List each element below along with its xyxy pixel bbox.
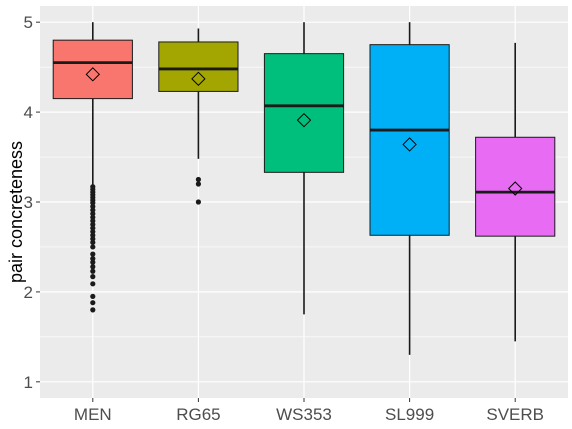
outlier-point bbox=[90, 307, 96, 313]
outlier-point bbox=[90, 232, 96, 238]
box-sverb bbox=[475, 42, 556, 342]
outlier-point bbox=[90, 300, 96, 306]
outlier-point bbox=[90, 229, 96, 235]
outlier-point bbox=[90, 281, 96, 287]
box-iqr bbox=[475, 136, 556, 237]
outlier-point bbox=[90, 211, 96, 217]
box-ws353 bbox=[263, 22, 345, 315]
mean-marker bbox=[191, 71, 206, 87]
box-sl999 bbox=[369, 22, 450, 355]
box-men bbox=[52, 22, 133, 313]
outlier-point bbox=[90, 274, 96, 280]
outlier-point bbox=[90, 221, 96, 228]
outlier-point bbox=[90, 264, 96, 270]
mean-marker bbox=[402, 137, 417, 152]
y-tick-label: 2 bbox=[24, 283, 33, 302]
outlier-point bbox=[195, 181, 201, 187]
outlier-point bbox=[90, 203, 96, 210]
x-tick-label: RG65 bbox=[176, 405, 220, 424]
box-iqr bbox=[158, 41, 239, 92]
x-axis-ticks: MEN RG65 WS353 SL999 SVERB bbox=[74, 398, 544, 424]
outlier-point bbox=[90, 225, 96, 231]
y-tick-label: 4 bbox=[24, 103, 33, 122]
outlier-point bbox=[90, 256, 96, 262]
outlier-point bbox=[195, 199, 201, 205]
mean-marker bbox=[296, 112, 312, 128]
y-tick-label: 5 bbox=[24, 13, 33, 32]
outlier-point bbox=[90, 293, 96, 300]
box-iqr bbox=[52, 39, 133, 100]
x-tick-label: WS353 bbox=[276, 405, 332, 424]
outlier-point bbox=[90, 259, 96, 265]
outlier-point bbox=[90, 214, 96, 220]
outlier-point bbox=[90, 207, 96, 213]
outlier-point bbox=[90, 239, 96, 246]
box-iqr bbox=[369, 44, 450, 236]
outlier-point bbox=[90, 236, 96, 242]
mean-marker bbox=[507, 181, 523, 196]
y-axis-label: pair concreteness bbox=[6, 141, 26, 283]
outlier-point bbox=[90, 200, 96, 206]
y-axis-ticks: 1 2 3 4 5 bbox=[24, 13, 40, 392]
outlier-point bbox=[90, 251, 96, 257]
x-tick-label: MEN bbox=[74, 405, 112, 424]
x-tick-label: SVERB bbox=[486, 405, 544, 424]
y-tick-label: 3 bbox=[24, 193, 33, 212]
boxes bbox=[52, 22, 556, 355]
outlier-point bbox=[90, 244, 96, 250]
outlier-point bbox=[195, 176, 201, 183]
y-tick-label: 1 bbox=[24, 373, 33, 392]
outlier-point bbox=[90, 268, 96, 274]
mean-marker bbox=[85, 67, 101, 82]
outlier-point bbox=[90, 218, 96, 224]
box-rg65 bbox=[158, 28, 239, 205]
x-tick-label: SL999 bbox=[385, 405, 434, 424]
